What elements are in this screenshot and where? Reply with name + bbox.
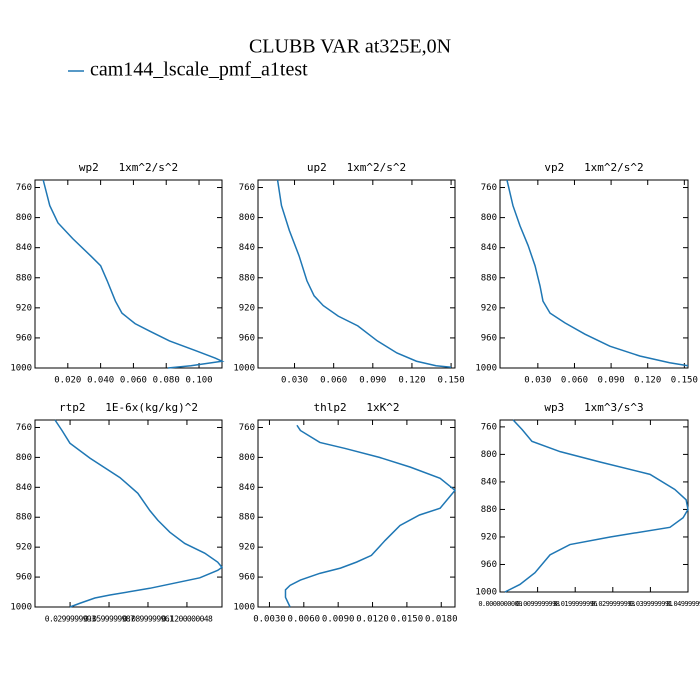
y-tick-label: 800 [16, 213, 32, 223]
figure-title: CLUBB VAR at325E,0N [249, 36, 451, 58]
plot-frame [34, 179, 223, 369]
y-tick-label: 760 [481, 183, 497, 193]
panel-title: wp3 1xm^3/s^3 [544, 401, 643, 414]
y-tick-label: 920 [481, 303, 497, 313]
y-tick-label: 800 [16, 453, 32, 463]
x-tick-label: 0.150 [671, 376, 698, 386]
x-tick-label: 0.080 [153, 376, 180, 386]
y-tick-label: 840 [239, 243, 255, 253]
x-tick-label: 0.0120 [356, 615, 389, 625]
x-tick-label: 0.090 [359, 376, 386, 386]
y-tick-label: 960 [239, 573, 255, 583]
y-tick-label: 1000 [233, 603, 255, 613]
x-tick-label: 0.0099999998 [516, 600, 560, 608]
y-tick-label: 1000 [10, 603, 32, 613]
x-tick-label: 0.030 [524, 376, 551, 386]
y-tick-label: 960 [16, 333, 32, 343]
x-tick-label: 0.0000000000 [478, 600, 522, 608]
x-tick-label: 0.060 [561, 376, 588, 386]
x-tick-label: 0.1200000048 [162, 615, 213, 624]
profile-line [276, 179, 452, 368]
x-tick-label: 0.120 [634, 376, 661, 386]
x-tick-label: 0.0499999970 [666, 600, 700, 608]
y-tick-label: 1000 [10, 364, 32, 374]
x-tick-label: 0.0299999993 [591, 600, 635, 608]
y-tick-label: 880 [16, 273, 32, 283]
y-tick-label: 920 [239, 543, 255, 553]
profile-line [506, 179, 689, 367]
y-tick-label: 840 [481, 477, 497, 487]
x-tick-label: 0.0599999987 [84, 615, 135, 624]
y-tick-label: 960 [16, 573, 32, 583]
x-tick-label: 0.150 [438, 376, 465, 386]
panel-title: thlp2 1xK^2 [313, 401, 399, 414]
profile-line [42, 179, 225, 369]
y-tick-label: 800 [239, 213, 255, 223]
x-tick-label: 0.020 [54, 376, 81, 386]
legend-label: cam144_lscale_pmf_a1test [90, 59, 308, 81]
y-tick-label: 920 [16, 543, 32, 553]
x-tick-label: 0.060 [120, 376, 147, 386]
y-tick-label: 960 [481, 333, 497, 343]
y-tick-label: 760 [16, 423, 32, 433]
x-tick-label: 0.0299999993 [45, 615, 96, 624]
panel-title: up2 1xm^2/s^2 [307, 161, 406, 174]
y-tick-label: 880 [481, 505, 497, 515]
y-tick-label: 880 [16, 513, 32, 523]
x-tick-label: 0.060 [320, 376, 347, 386]
y-tick-label: 880 [239, 273, 255, 283]
profile-line [284, 424, 457, 608]
y-tick-label: 920 [16, 303, 32, 313]
plot-frame [257, 419, 456, 608]
x-tick-label: 0.0060 [288, 615, 321, 625]
x-tick-label: 0.0030 [253, 615, 286, 625]
x-tick-label: 0.0150 [391, 615, 424, 625]
x-tick-label: 0.0399999991 [629, 600, 673, 608]
panel-title: rtp2 1E-6x(kg/kg)^2 [59, 401, 198, 414]
y-tick-label: 1000 [233, 364, 255, 374]
y-tick-label: 920 [239, 303, 255, 313]
y-tick-label: 840 [16, 243, 32, 253]
x-tick-label: 0.120 [398, 376, 425, 386]
x-tick-label: 0.100 [185, 376, 212, 386]
x-tick-label: 0.040 [87, 376, 114, 386]
x-tick-label: 0.0090 [322, 615, 355, 625]
y-tick-label: 760 [239, 183, 255, 193]
x-tick-label: 0.090 [598, 376, 625, 386]
x-tick-label: 0.0180 [425, 615, 458, 625]
y-tick-label: 760 [16, 183, 32, 193]
y-tick-label: 840 [481, 243, 497, 253]
profile-line [54, 419, 224, 608]
y-tick-label: 800 [239, 453, 255, 463]
profile-line [504, 419, 689, 593]
plot-frame [34, 419, 223, 608]
panel-title: vp2 1xm^2/s^2 [544, 161, 643, 174]
x-tick-label: 0.0899999961 [123, 615, 174, 624]
y-tick-label: 840 [16, 483, 32, 493]
y-tick-label: 1000 [475, 588, 497, 598]
y-tick-label: 880 [239, 513, 255, 523]
y-tick-label: 960 [239, 333, 255, 343]
plot-frame [499, 179, 689, 369]
y-tick-label: 920 [481, 532, 497, 542]
y-tick-label: 760 [239, 423, 255, 433]
x-tick-label: 0.030 [281, 376, 308, 386]
plot-frame [257, 179, 456, 369]
y-tick-label: 960 [481, 560, 497, 570]
y-tick-label: 1000 [475, 364, 497, 374]
y-tick-label: 800 [481, 450, 497, 460]
x-tick-label: 0.0199999996 [554, 600, 598, 608]
y-tick-label: 880 [481, 273, 497, 283]
panel-title: wp2 1xm^2/s^2 [79, 161, 178, 174]
y-tick-label: 840 [239, 483, 255, 493]
y-tick-label: 800 [481, 213, 497, 223]
y-tick-label: 760 [481, 422, 497, 432]
